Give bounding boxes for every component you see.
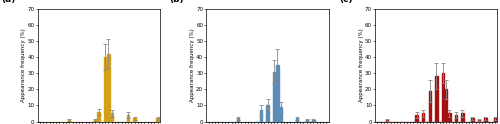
Bar xyxy=(435,76,438,122)
Bar xyxy=(280,107,282,122)
Bar xyxy=(276,65,278,122)
Y-axis label: Appearance frequency (%): Appearance frequency (%) xyxy=(190,28,194,102)
Bar xyxy=(416,115,418,122)
Bar xyxy=(260,110,262,122)
Bar xyxy=(110,113,113,122)
Bar xyxy=(127,115,130,122)
Text: (a): (a) xyxy=(1,0,15,4)
Bar xyxy=(386,120,388,122)
Bar xyxy=(296,118,298,122)
Bar xyxy=(445,89,448,122)
Bar xyxy=(266,105,268,122)
Bar xyxy=(156,118,159,122)
Bar xyxy=(471,118,474,122)
Y-axis label: Appearance frequency (%): Appearance frequency (%) xyxy=(21,28,26,102)
Bar xyxy=(478,120,480,122)
Bar xyxy=(306,120,308,122)
Bar xyxy=(484,118,486,122)
Bar xyxy=(273,72,276,122)
Bar xyxy=(104,57,106,122)
Bar xyxy=(442,73,444,122)
Bar xyxy=(237,118,240,122)
Bar xyxy=(94,120,96,122)
Bar xyxy=(428,91,431,122)
Bar xyxy=(462,113,464,122)
Text: (b): (b) xyxy=(170,0,184,4)
Bar xyxy=(448,113,450,122)
Bar xyxy=(454,115,457,122)
Bar xyxy=(68,120,70,122)
Bar xyxy=(134,118,136,122)
Bar xyxy=(422,113,424,122)
Bar xyxy=(108,54,110,122)
Bar xyxy=(98,112,100,122)
Bar xyxy=(494,118,496,122)
Text: (c): (c) xyxy=(340,0,353,4)
Bar xyxy=(312,120,314,122)
Y-axis label: Appearance frequency (%): Appearance frequency (%) xyxy=(358,28,364,102)
